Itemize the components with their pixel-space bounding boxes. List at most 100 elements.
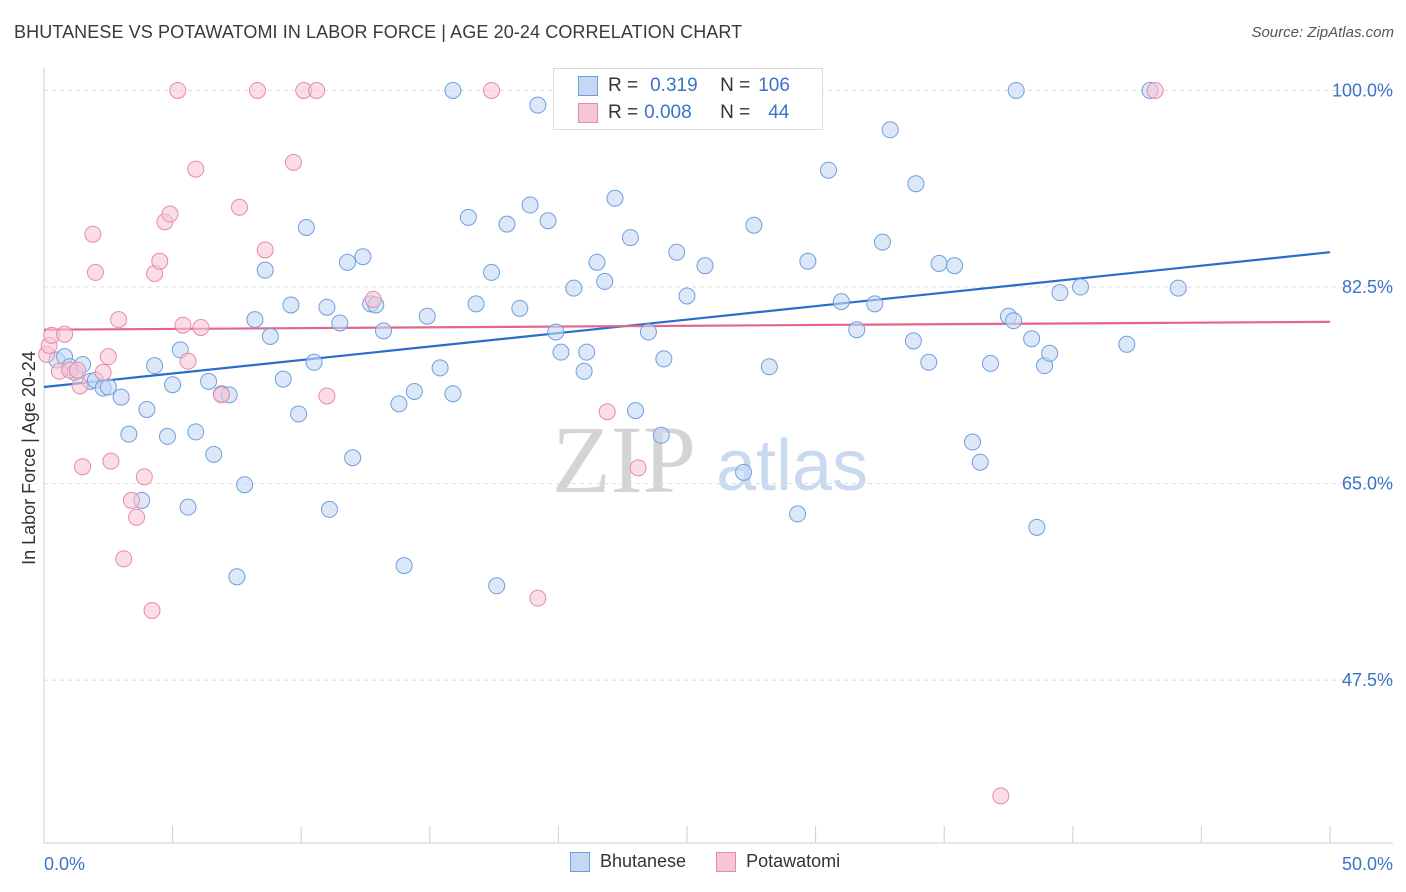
point-bhutanese <box>405 382 423 400</box>
legend-item-bhutanese[interactable]: Bhutanese <box>570 851 686 872</box>
trend-lines <box>43 251 1331 389</box>
source-label: Source: ZipAtlas.com <box>1251 24 1394 41</box>
point-bhutanese <box>318 298 336 316</box>
point-potawatomi <box>102 452 120 470</box>
point-bhutanese <box>848 321 866 339</box>
point-bhutanese <box>459 208 477 226</box>
y-axis-title: In Labor Force | Age 20-24 <box>19 351 39 565</box>
legend-swatch-potawatomi <box>578 103 598 123</box>
point-potawatomi <box>192 318 210 336</box>
point-bhutanese <box>971 453 989 471</box>
point-potawatomi <box>128 508 146 526</box>
point-bhutanese <box>274 370 292 388</box>
legend-label-bhutanese: Bhutanese <box>600 851 687 871</box>
point-bhutanese <box>290 405 308 423</box>
point-bhutanese <box>498 215 516 233</box>
point-bhutanese <box>1169 279 1187 297</box>
point-bhutanese <box>179 498 197 516</box>
point-potawatomi <box>99 348 117 366</box>
point-bhutanese <box>390 395 408 413</box>
legend-row-bhutanese: R = 0.319 N = 106 <box>578 73 790 99</box>
point-bhutanese <box>305 353 323 371</box>
point-bhutanese <box>331 314 349 332</box>
point-bhutanese <box>529 96 547 114</box>
point-bhutanese <box>261 327 279 345</box>
point-bhutanese <box>158 427 176 445</box>
point-bhutanese <box>375 322 393 340</box>
y-tick-label: 47.5% <box>1342 670 1393 690</box>
point-bhutanese <box>1007 81 1025 99</box>
point-bhutanese <box>930 254 948 272</box>
point-bhutanese <box>539 212 557 230</box>
point-bhutanese <box>187 423 205 441</box>
gridlines <box>44 89 1393 681</box>
x-tick-label-min: 0.0% <box>44 854 85 874</box>
y-tick-label: 100.0% <box>1332 80 1393 100</box>
legend-n-value: 106 <box>758 75 790 96</box>
point-potawatomi <box>143 602 161 619</box>
point-bhutanese <box>678 287 696 305</box>
point-bhutanese <box>963 433 981 451</box>
point-bhutanese <box>467 295 485 313</box>
point-potawatomi <box>135 468 153 486</box>
point-bhutanese <box>164 376 182 394</box>
point-bhutanese <box>588 253 606 271</box>
point-bhutanese <box>627 402 645 420</box>
axes <box>43 68 1393 844</box>
legend-n-value: 44 <box>768 102 790 123</box>
point-bhutanese <box>1028 518 1046 536</box>
point-bhutanese <box>236 476 254 494</box>
point-potawatomi <box>179 352 197 370</box>
trend-line-potawatomi <box>43 320 1331 331</box>
trend-line-bhutanese <box>43 251 1331 389</box>
point-bhutanese <box>735 463 753 481</box>
point-bhutanese <box>668 243 686 261</box>
point-potawatomi <box>151 252 169 270</box>
legend-item-potawatomi[interactable]: Potawatomi <box>716 851 840 872</box>
point-bhutanese <box>565 279 583 297</box>
point-bhutanese <box>99 378 117 396</box>
point-potawatomi <box>256 241 274 259</box>
point-bhutanese <box>320 500 338 518</box>
point-potawatomi <box>94 363 112 381</box>
legend-swatch-bhutanese <box>578 76 598 96</box>
point-potawatomi <box>71 377 89 395</box>
legend-n-label: N = <box>720 75 751 96</box>
point-bhutanese <box>596 272 614 290</box>
point-potawatomi <box>115 550 133 568</box>
point-potawatomi <box>248 81 266 99</box>
point-bhutanese <box>146 357 164 375</box>
point-bhutanese <box>760 358 778 376</box>
point-potawatomi <box>230 198 248 216</box>
point-bhutanese <box>819 161 837 179</box>
point-bhutanese <box>395 557 413 575</box>
correlation-legend: R = 0.319 N = 106 R = 0.008 N = 44 <box>553 68 823 130</box>
legend-n-label: N = <box>720 102 751 123</box>
y-tick-label: 65.0% <box>1342 474 1393 494</box>
point-bhutanese <box>881 121 899 139</box>
point-potawatomi <box>187 160 205 178</box>
point-bhutanese <box>639 323 657 341</box>
point-bhutanese <box>575 362 593 380</box>
chart-title: BHUTANESE VS POTAWATOMI IN LABOR FORCE |… <box>14 22 743 42</box>
point-bhutanese <box>138 400 156 418</box>
point-potawatomi <box>169 81 187 99</box>
y-tick-labels: 47.5% 65.0% 82.5% 100.0% <box>1332 80 1393 690</box>
point-potawatomi <box>364 290 382 308</box>
y-tick-label: 82.5% <box>1342 277 1393 297</box>
point-bhutanese <box>444 81 462 99</box>
point-bhutanese <box>606 189 624 207</box>
point-bhutanese <box>1041 344 1059 362</box>
point-bhutanese <box>945 257 963 275</box>
point-potawatomi <box>284 153 302 171</box>
point-potawatomi <box>161 205 179 223</box>
legend-swatch-bhutanese <box>570 851 590 872</box>
legend-r-value: 0.319 <box>650 75 698 96</box>
point-bhutanese <box>745 216 763 234</box>
point-bhutanese <box>1072 278 1090 296</box>
legend-label-potawatomi: Potawatomi <box>746 851 841 871</box>
point-bhutanese <box>483 263 501 281</box>
point-bhutanese <box>228 568 246 586</box>
point-bhutanese <box>1023 330 1041 348</box>
